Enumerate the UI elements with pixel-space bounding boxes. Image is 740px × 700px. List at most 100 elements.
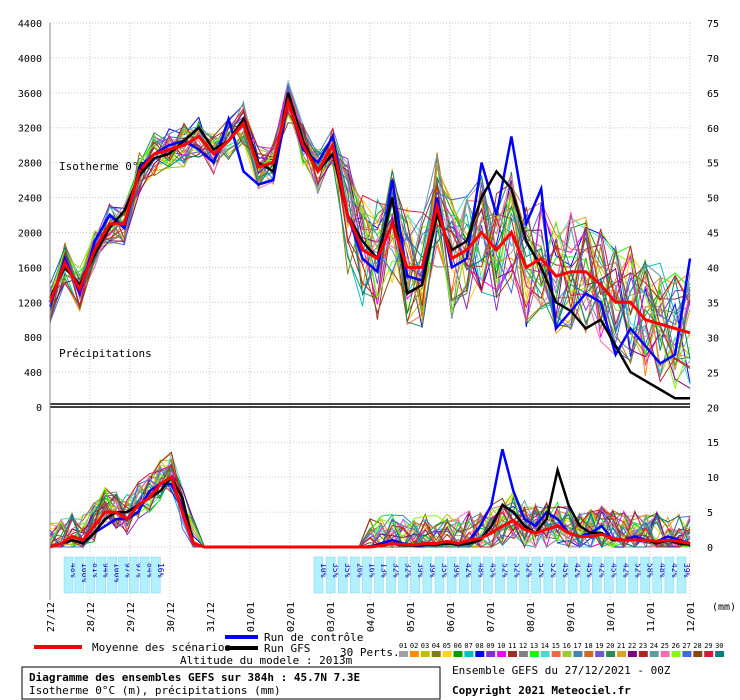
pert-swatch <box>453 651 463 657</box>
precip-prob-box <box>386 556 396 594</box>
precip-prob-label: 48% <box>476 563 485 578</box>
pert-swatch <box>529 651 539 657</box>
precip-prob-label: 52% <box>501 563 510 578</box>
left-tick-label: 2400 <box>18 194 42 205</box>
pert-swatch <box>573 651 583 657</box>
pert-swatch <box>497 651 507 657</box>
pert-number: 14 <box>541 642 549 650</box>
pert-swatch <box>693 651 703 657</box>
precip-prob-box <box>434 556 445 594</box>
precip-prob-box <box>592 556 602 594</box>
precip-prob-label: 52% <box>537 563 546 578</box>
precip-prob-label: 42% <box>597 563 606 578</box>
pert-number: 10 <box>497 642 505 650</box>
x-tick-label: 09/01 <box>566 602 577 632</box>
precip-prob-label: 94% <box>102 563 111 578</box>
pert-number: 08 <box>475 642 483 650</box>
axes: 27/12 28/12 29/12 30/12 31/12 01/01 02/01 03/01… <box>18 19 719 632</box>
chart-subtitle: Isotherme 0°C (m), précipitations (mm) <box>29 684 281 697</box>
precip-prob-box <box>129 556 139 594</box>
pert-number: 20 <box>606 642 614 650</box>
pert-number: 13 <box>530 642 538 650</box>
right-tick-label: 0 <box>707 543 713 554</box>
precip-prob-label: 42% <box>573 563 582 578</box>
pert-number: 18 <box>584 642 592 650</box>
x-tick-label: 08/01 <box>526 602 537 632</box>
left-tick-label: 1600 <box>18 263 42 274</box>
left-tick-label: 2000 <box>18 228 42 239</box>
pert-iso-line <box>49 107 691 383</box>
pert-swatch <box>420 651 430 657</box>
pert-number: 15 <box>552 642 560 650</box>
left-tick-label: 1200 <box>18 298 42 309</box>
x-tick-label: 29/12 <box>126 602 137 632</box>
left-tick-label: 400 <box>24 368 42 379</box>
precip-prob-label: 39% <box>416 563 425 578</box>
precip-prob-box <box>507 556 517 594</box>
precip-prob-label: 58% <box>646 563 655 578</box>
precip-prob-label: 48% <box>69 563 78 578</box>
pert-swatch <box>660 651 670 657</box>
pert-number: 24 <box>650 642 658 650</box>
series-iso-line <box>48 96 691 335</box>
pert-swatch <box>638 651 648 657</box>
precip-prob-box <box>85 556 96 594</box>
precip-prob-label: 52% <box>549 563 558 578</box>
legend-gfs-label: Run GFS <box>264 642 310 655</box>
legend-perts-label: 30 Perts. <box>340 646 400 659</box>
pert-swatch <box>617 651 626 657</box>
right-tick-label: 15 <box>707 438 719 449</box>
pert-number: 23 <box>639 642 647 650</box>
panel-label-lower: Précipitations <box>59 347 152 360</box>
pert-iso-line <box>49 110 691 324</box>
precip-prob-box <box>337 556 348 594</box>
left-tick-label: 3600 <box>18 89 42 100</box>
left-tick-label: 3200 <box>18 124 42 135</box>
precip-probabilities: 48% 100% 81% 94% 100% 97% 97% 84% 16% 10% 35% 35% 26… <box>63 556 691 594</box>
right-tick-label: 50 <box>707 194 719 205</box>
pert-swatch <box>486 651 496 657</box>
pert-swatch <box>595 651 605 657</box>
pert-number: 19 <box>595 642 603 650</box>
precip-prob-label: 100% <box>113 563 122 582</box>
precip-prob-label: 45% <box>561 563 570 578</box>
pert-number: 17 <box>573 642 581 650</box>
precip-prob-box <box>362 556 372 594</box>
precip-prob-label: 52% <box>513 563 522 578</box>
x-tick-label: 02/01 <box>286 602 297 632</box>
title-box <box>21 666 441 700</box>
run-label: Ensemble GEFS du 27/12/2021 - 00Z <box>452 664 671 677</box>
precip-prob-label: 10% <box>319 563 328 578</box>
precip-prob-label: 42% <box>622 563 631 578</box>
right-tick-label: 20 <box>707 403 719 414</box>
precip-prob-box <box>640 556 650 594</box>
precip-prob-box <box>567 556 578 594</box>
x-tick-label: 07/01 <box>486 602 497 632</box>
left-tick-label: 4400 <box>18 19 42 30</box>
precip-prob-box <box>531 556 542 594</box>
precip-prob-box <box>107 556 117 594</box>
panel-label-upper: Isotherme 0°C <box>59 160 145 173</box>
pert-swatch <box>442 651 452 657</box>
precip-prob-label: 26% <box>355 563 364 578</box>
right-tick-label: 75 <box>707 19 719 30</box>
pert-swatch <box>649 651 659 657</box>
x-tick-label: 06/01 <box>446 602 457 632</box>
precip-prob-label: 45% <box>609 563 618 578</box>
pert-number: 28 <box>693 642 701 650</box>
precip-prob-box <box>579 556 590 594</box>
right-tick-label: 60 <box>707 124 719 135</box>
precip-prob-label: 97% <box>124 563 133 578</box>
x-unit-label: (mm) <box>712 602 736 613</box>
legend-control-label: Run de contrôle <box>264 631 363 644</box>
right-tick-label: 65 <box>707 89 719 100</box>
precip-prob-box <box>313 556 324 594</box>
x-tick-label: 05/01 <box>406 602 417 632</box>
x-tick-label: 04/01 <box>366 602 377 632</box>
pert-number: 29 <box>704 642 712 650</box>
precip-prob-label: 32% <box>404 563 413 578</box>
right-tick-label: 70 <box>707 54 719 65</box>
pert-swatch <box>715 651 725 657</box>
precip-prob-label: 39% <box>682 563 691 578</box>
pert-swatch <box>409 651 419 657</box>
